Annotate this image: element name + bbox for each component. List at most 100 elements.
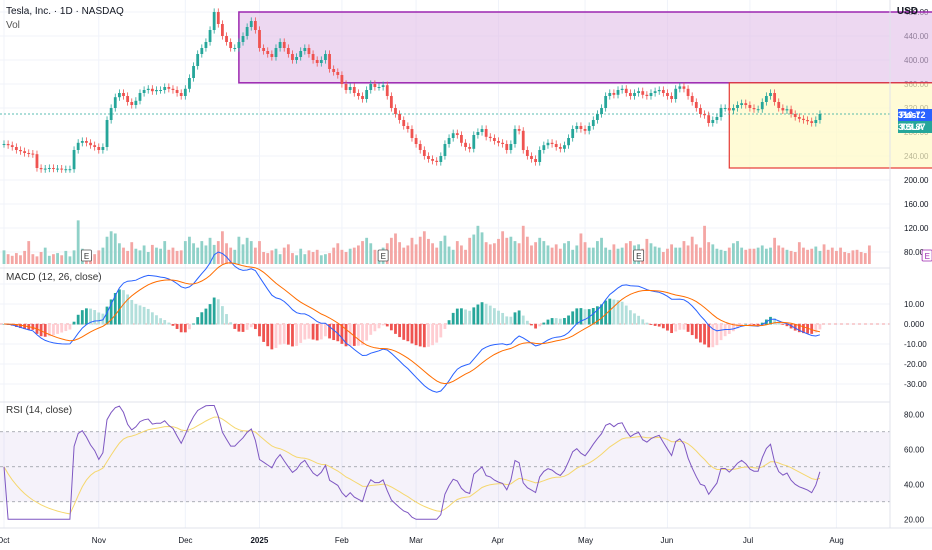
volume-bar	[286, 244, 290, 264]
macd-histogram-bar	[340, 324, 344, 344]
rsi-ma-line	[3, 416, 821, 515]
macd-histogram-bar	[373, 324, 377, 332]
macd-histogram-bar	[134, 303, 138, 325]
volume-bar	[785, 249, 789, 264]
volume-bar	[810, 248, 814, 264]
time-axis-tick: Feb	[335, 536, 349, 545]
volume-bar	[97, 250, 101, 264]
macd-histogram-bar	[89, 308, 92, 325]
candle-body	[773, 93, 777, 102]
candle-body	[56, 168, 59, 170]
volume-bar	[249, 241, 253, 264]
macd-histogram-bar	[711, 324, 715, 348]
candle-body	[237, 42, 241, 48]
time-axis-tick: Oct	[0, 536, 10, 545]
macd-histogram-bar	[410, 324, 414, 344]
macd-histogram-bar	[229, 322, 233, 325]
candle-body	[451, 133, 455, 138]
volume-bar	[583, 242, 587, 264]
candle-body	[348, 87, 352, 90]
macd-label: MACD (12, 26, close)	[6, 272, 102, 283]
candle-body	[282, 42, 286, 48]
macd-axis-tick: -30.00	[904, 380, 927, 389]
candle-body	[501, 142, 505, 144]
candle-body	[175, 90, 179, 93]
candle-body	[521, 130, 525, 150]
volume-bar	[542, 241, 546, 264]
candle-body	[72, 150, 76, 170]
macd-histogram-bar	[394, 324, 397, 334]
macd-histogram-bar	[521, 315, 525, 325]
macd-histogram-bar	[744, 323, 748, 325]
macd-histogram-bar	[628, 310, 632, 325]
post-label: Post	[900, 110, 920, 120]
macd-histogram-bar	[109, 299, 113, 325]
volume-bar	[340, 249, 344, 264]
volume-bar	[200, 241, 204, 264]
volume-bar	[525, 236, 529, 264]
macd-histogram-bar	[723, 324, 727, 337]
volume-bar	[678, 247, 682, 264]
volume-bar	[694, 244, 698, 264]
macd-histogram-bar	[196, 317, 200, 325]
rsi-axis-tick: 20.00	[904, 515, 925, 524]
volume-bar	[653, 246, 657, 264]
signal-line	[3, 262, 820, 385]
candle-body	[542, 145, 546, 150]
macd-histogram-bar	[303, 324, 307, 340]
volume-bar	[505, 237, 509, 264]
volume-bar	[6, 254, 10, 264]
macd-histogram-bar	[575, 308, 579, 325]
volume-bar	[802, 247, 805, 264]
macd-histogram-bar	[122, 290, 125, 325]
volume-bar	[402, 247, 406, 264]
volume-bar	[142, 245, 146, 264]
volume-bar	[587, 247, 591, 264]
volume-bar	[39, 252, 43, 264]
candle-body	[315, 60, 319, 63]
macd-histogram-bar	[64, 324, 68, 332]
volume-bar	[818, 250, 822, 264]
macd-histogram-bar	[282, 324, 286, 344]
macd-histogram-bar	[150, 312, 154, 325]
macd-histogram-bar	[192, 323, 195, 325]
macd-histogram-bar	[509, 316, 513, 325]
macd-histogram-bar	[785, 324, 789, 327]
volume-bar	[365, 237, 369, 264]
volume-bar	[204, 245, 208, 264]
candle-body	[204, 42, 208, 48]
volume-bar	[806, 249, 809, 264]
candle-body	[472, 135, 476, 149]
candle-body	[558, 147, 562, 149]
macd-histogram-bar	[480, 302, 484, 325]
candle-body	[365, 90, 369, 99]
macd-histogram-bar	[31, 324, 35, 330]
candle-body	[229, 42, 233, 48]
earnings-marker-label: E	[925, 252, 930, 261]
volume-bar	[707, 242, 711, 264]
candle-body	[505, 144, 509, 150]
macd-histogram-bar	[369, 324, 373, 335]
volume-bar	[554, 244, 558, 264]
macd-histogram-bar	[352, 324, 356, 346]
volume-bar	[863, 253, 867, 264]
earnings-marker	[921, 249, 932, 262]
volume-bar	[550, 247, 554, 264]
volume-bar	[398, 242, 402, 264]
candle-body	[319, 60, 323, 63]
time-axis-tick: Dec	[178, 536, 192, 545]
volume-bar	[686, 245, 690, 264]
macd-histogram-bar	[183, 324, 187, 333]
candle-body	[105, 120, 109, 147]
macd-histogram-bar	[19, 324, 22, 329]
earnings-marker-label: E	[381, 252, 386, 261]
macd-histogram-bar	[657, 324, 661, 327]
macd-histogram-bar	[105, 306, 109, 325]
candle-body	[752, 108, 756, 110]
volume-bar	[835, 250, 838, 264]
price-axis-tick: 160.00	[904, 200, 929, 209]
macd-axis-tick: 10.00	[904, 300, 925, 309]
volume-bar	[179, 250, 183, 264]
macd-histogram-bar	[641, 319, 645, 325]
